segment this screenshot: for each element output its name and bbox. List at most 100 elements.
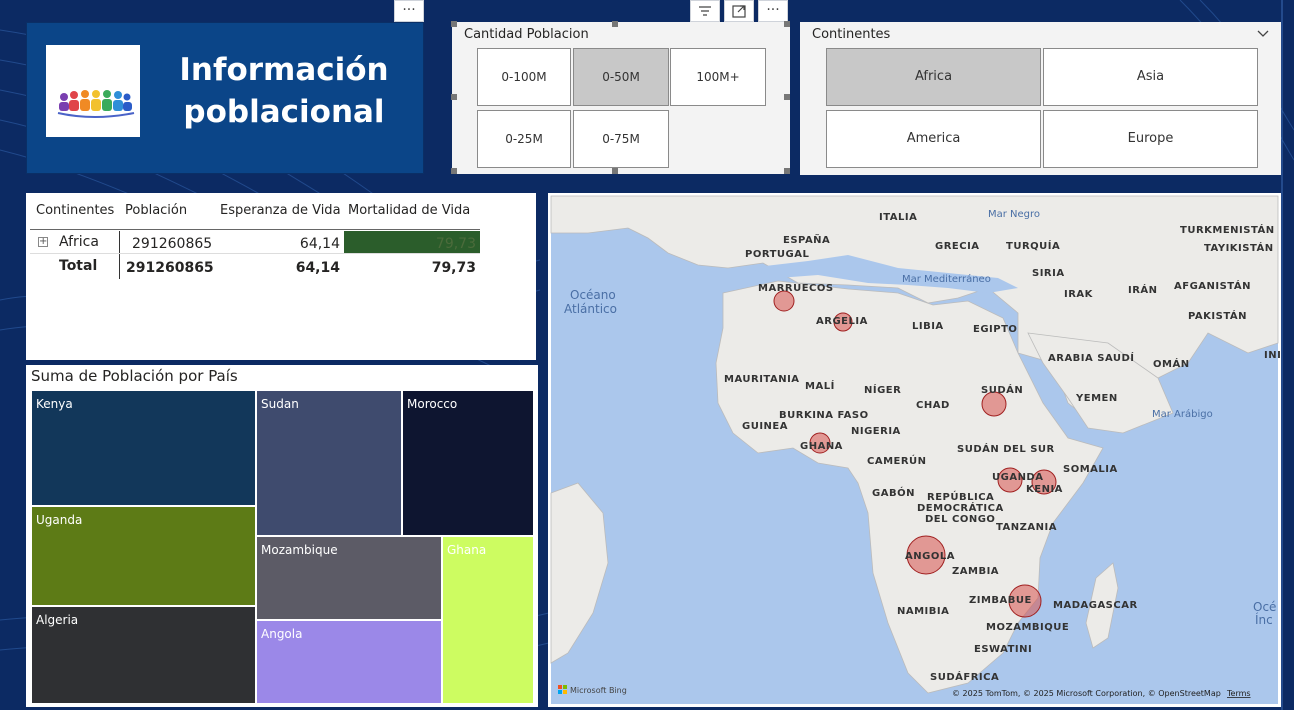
resize-handle[interactable] <box>451 21 457 27</box>
map-bubble[interactable] <box>997 467 1023 493</box>
treemap-cell[interactable]: Ghana <box>442 536 534 704</box>
ocean-label: Ínc <box>1255 612 1273 627</box>
treemap-cell[interactable]: Kenya <box>31 390 256 506</box>
slicer-title: Cantidad Poblacion <box>464 27 589 42</box>
mediterranean-sea <box>748 255 1018 293</box>
sea-label: Mar Mediterráneo <box>902 273 991 285</box>
map-visual[interactable]: ITALIA ESPAÑA PORTUGAL GRECIA TURQUÍA TU… <box>548 193 1281 707</box>
country-label: BURKINA FASO <box>779 410 869 421</box>
country-label: MOZAMBIQUE <box>986 622 1069 633</box>
resize-handle[interactable] <box>451 168 457 174</box>
row-header-divider <box>119 231 120 279</box>
treemap-cell[interactable]: Angola <box>256 620 442 704</box>
country-label: ESWATINI <box>974 644 1032 655</box>
treemap-cell-label: Uganda <box>36 513 83 527</box>
treemap-cell-label: Sudan <box>261 397 299 411</box>
country-label: GABÓN <box>872 486 915 499</box>
slicer-option[interactable]: America <box>826 110 1041 168</box>
map-bubble[interactable] <box>906 535 946 575</box>
country-label: NAMIBIA <box>897 606 949 617</box>
resize-handle[interactable] <box>784 21 790 27</box>
country-label: ANGOLA <box>905 551 955 562</box>
treemap-cell-label: Kenya <box>36 397 73 411</box>
map-bubble[interactable] <box>1008 584 1042 618</box>
country-label: PORTUGAL <box>745 249 809 260</box>
country-label: NÍGER <box>864 383 901 396</box>
country-label: ARGELIA <box>816 316 868 327</box>
map-canvas[interactable]: ITALIA ESPAÑA PORTUGAL GRECIA TURQUÍA TU… <box>548 193 1281 707</box>
column-header[interactable]: Esperanza de Vida <box>220 203 341 218</box>
total-esperanza: 64,14 <box>295 260 340 276</box>
column-header[interactable]: Mortalidad de Vida <box>348 203 471 218</box>
resize-handle[interactable] <box>612 168 618 174</box>
treemap-cell[interactable]: Uganda <box>31 506 256 606</box>
resize-handle[interactable] <box>784 168 790 174</box>
country-label: UGANDA <box>992 472 1043 483</box>
slicer-option[interactable]: Asia <box>1043 48 1258 106</box>
visual-more-options-button[interactable]: ··· <box>758 0 788 22</box>
treemap-cell[interactable]: Algeria <box>31 606 256 704</box>
treemap-cell-label: Ghana <box>447 543 487 557</box>
treemap-cell[interactable]: Mozambique <box>256 536 442 620</box>
country-label: LIBIA <box>912 321 944 332</box>
country-label: MALÍ <box>805 379 835 392</box>
country-label: GHANA <box>800 441 843 452</box>
country-label: SUDÁFRICA <box>930 670 999 683</box>
total-poblacion: 291260865 <box>126 260 214 276</box>
resize-handle[interactable] <box>612 21 618 27</box>
slicer-option[interactable]: 100M+ <box>670 48 766 106</box>
focus-mode-button[interactable] <box>724 0 754 22</box>
country-label: OMÁN <box>1153 357 1190 370</box>
treemap-cell-label: Angola <box>261 627 303 641</box>
country-label: NIGERIA <box>851 426 901 437</box>
chevron-down-icon[interactable] <box>1256 29 1270 39</box>
report-header: Información poblacional <box>26 22 424 174</box>
country-label: KENIA <box>1026 484 1063 495</box>
header-divider <box>30 229 480 230</box>
total-label: Total <box>59 258 98 274</box>
logo <box>46 45 140 137</box>
treemap-cell[interactable]: Sudan <box>256 390 402 536</box>
more-options-button[interactable]: ··· <box>394 0 424 22</box>
country-label: ESPAÑA <box>783 233 830 246</box>
column-header[interactable]: Población <box>125 203 188 218</box>
terms-link[interactable]: Terms <box>1226 689 1251 698</box>
land-arabia <box>1027 332 1174 434</box>
country-label: SUDÁN DEL SUR <box>957 442 1055 455</box>
treemap-cell-label: Algeria <box>36 613 79 627</box>
slicer-title: Continentes <box>812 27 891 42</box>
country-label: INI <box>1264 350 1281 361</box>
country-label: CHAD <box>916 400 950 411</box>
map-bubble[interactable] <box>981 391 1007 417</box>
treemap-cell-label: Mozambique <box>261 543 338 557</box>
slicer-option[interactable]: Europe <box>1043 110 1258 168</box>
land-south-america <box>550 482 609 664</box>
country-label: GRECIA <box>935 241 980 252</box>
expand-plus-icon[interactable]: + <box>38 236 48 247</box>
slicer-option[interactable]: Africa <box>826 48 1041 106</box>
map-bubble[interactable] <box>773 290 795 312</box>
resize-handle[interactable] <box>451 94 457 100</box>
ocean-label: Océ <box>1253 600 1276 614</box>
slicer-option[interactable]: 0-25M <box>477 110 571 168</box>
country-label: YEMEN <box>1075 393 1118 404</box>
country-label: GUINEA <box>742 421 788 432</box>
slicer-continentes[interactable]: Continentes Africa Asia America Europe <box>800 22 1281 175</box>
cell-poblacion: 291260865 <box>132 236 213 252</box>
slicer-option[interactable]: 0-75M <box>573 110 669 168</box>
country-label: IRÁN <box>1128 283 1158 296</box>
column-header[interactable]: Continentes <box>36 203 115 218</box>
sea-label: Mar Negro <box>988 209 1040 220</box>
slicer-option[interactable]: 0-50M <box>573 48 669 106</box>
filter-button[interactable] <box>690 0 720 22</box>
slicer-option[interactable]: 0-100M <box>477 48 571 106</box>
country-label: EGIPTO <box>973 324 1017 335</box>
title-line-2: poblacional <box>183 94 385 130</box>
resize-handle[interactable] <box>784 94 790 100</box>
slicer-cantidad-poblacion[interactable]: Cantidad Poblacion 0-100M 0-50M 100M+ 0-… <box>451 21 790 174</box>
ocean-label: Océano <box>570 288 616 302</box>
treemap-cell[interactable]: Morocco <box>402 390 534 536</box>
map-bubble[interactable] <box>809 432 831 454</box>
map-bubble[interactable] <box>833 312 853 332</box>
map-bubble[interactable] <box>1031 469 1057 495</box>
